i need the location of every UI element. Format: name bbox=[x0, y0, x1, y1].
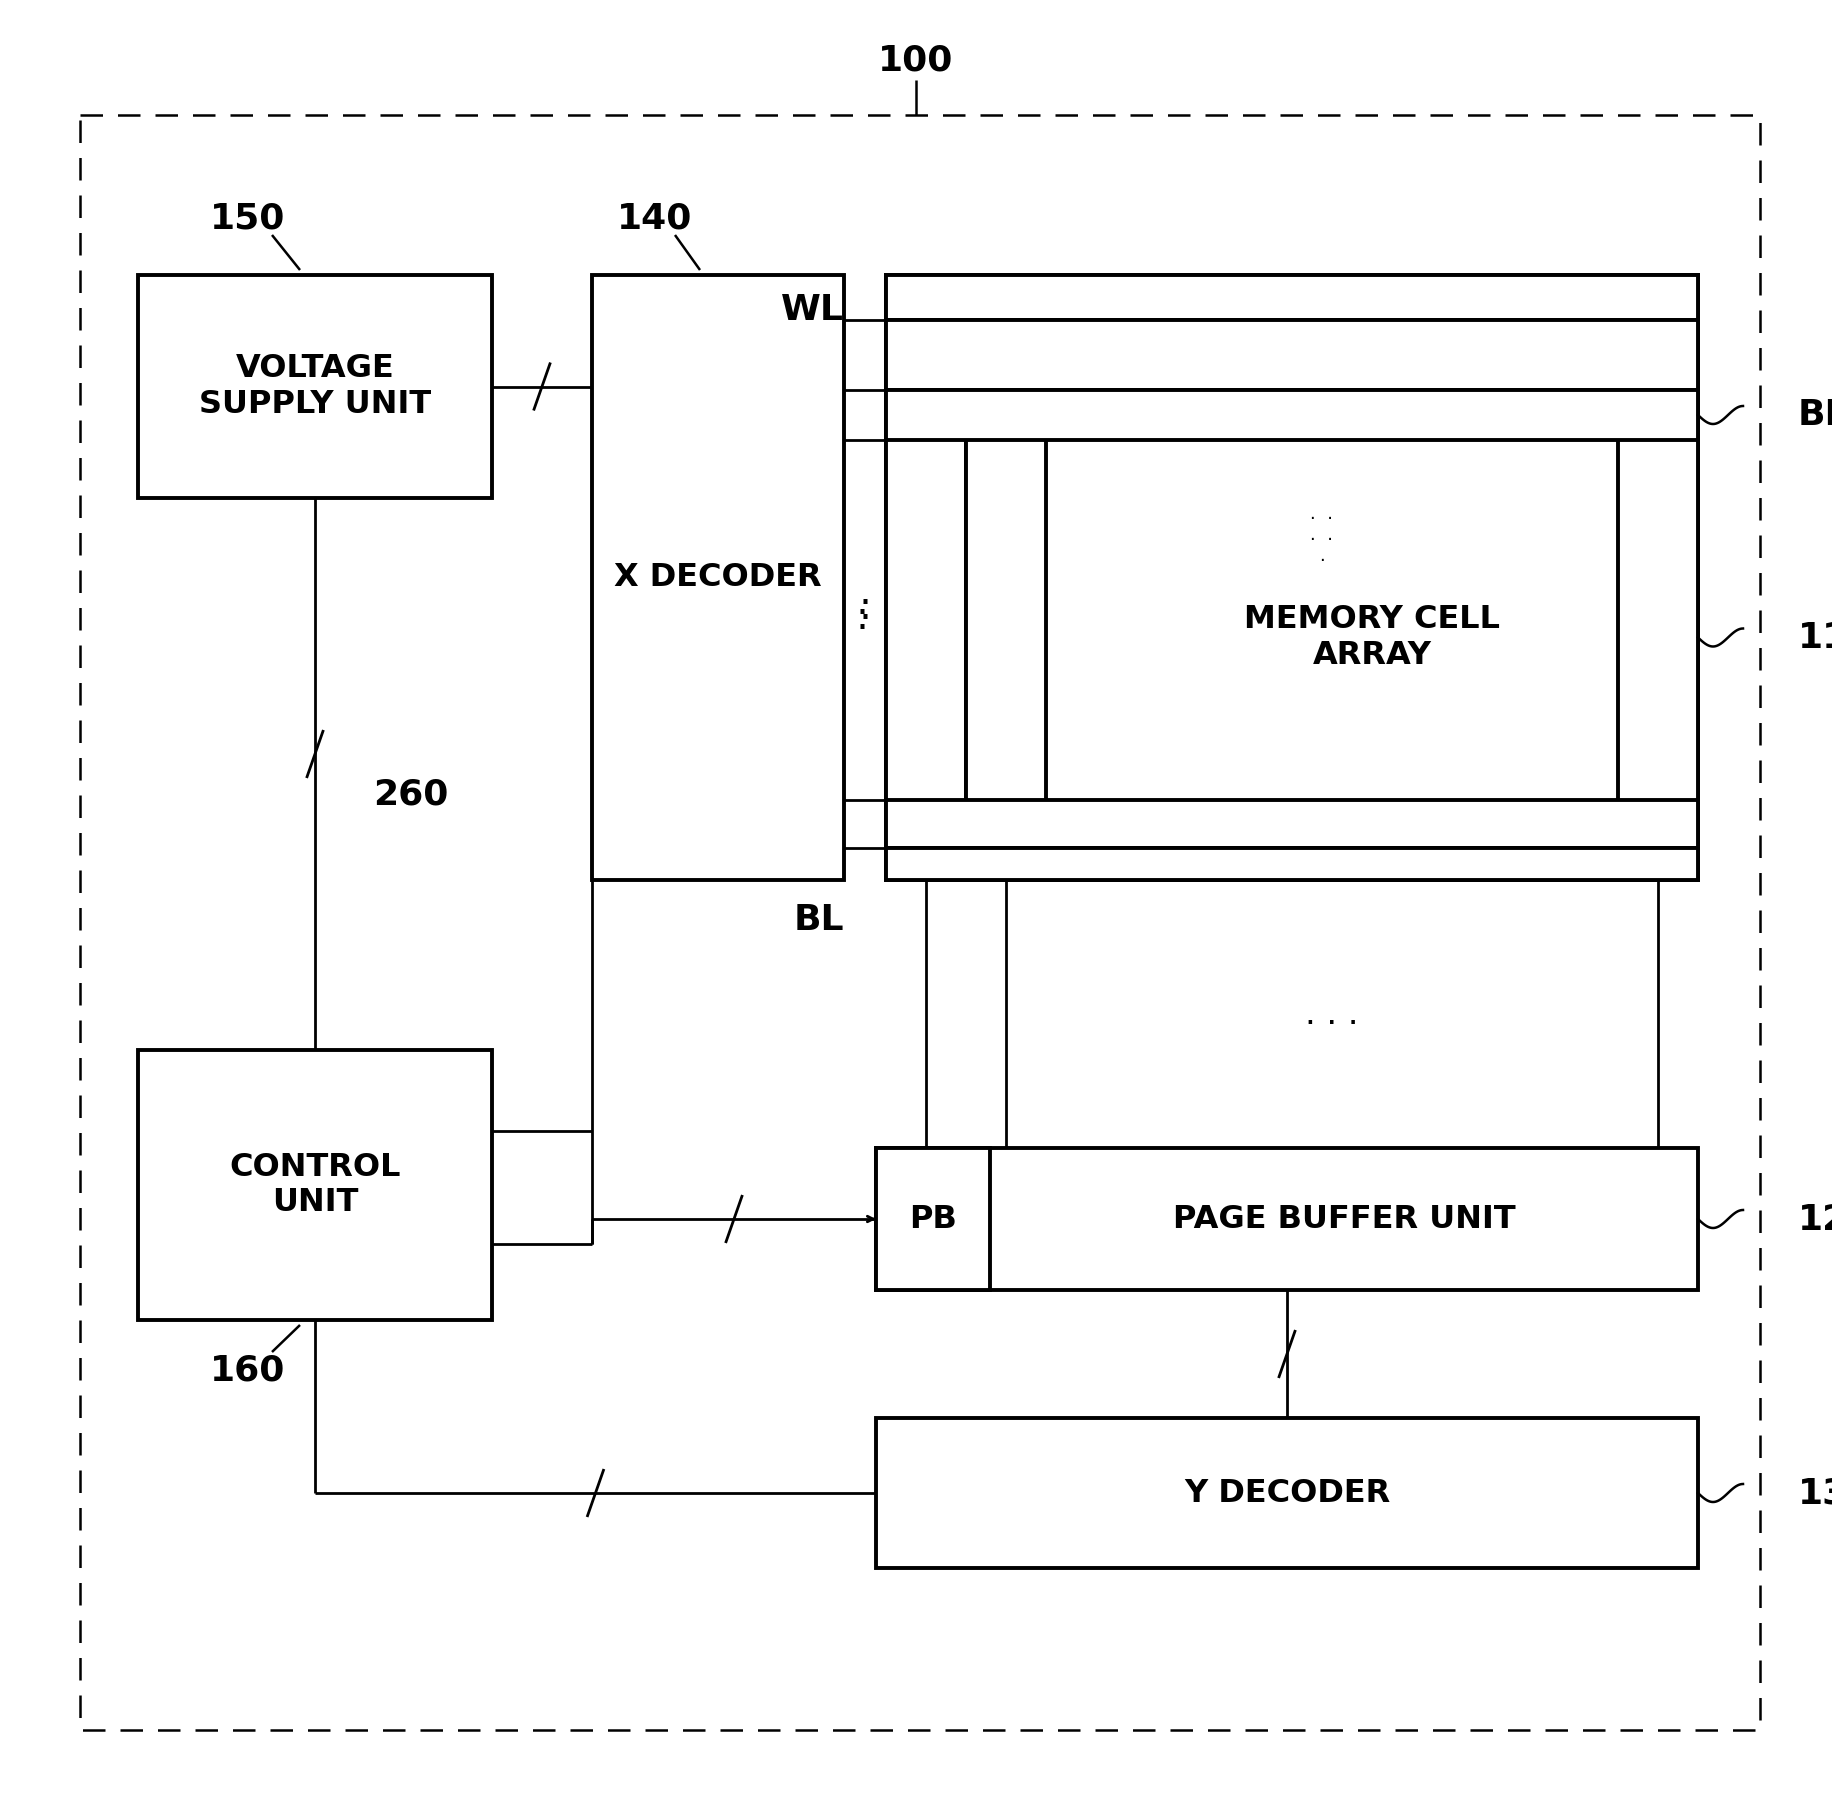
Bar bbox=[887, 391, 1698, 439]
Bar bbox=[876, 1417, 1698, 1569]
Text: 140: 140 bbox=[617, 202, 692, 234]
Text: X DECODER: X DECODER bbox=[614, 562, 823, 593]
Text: :: : bbox=[856, 598, 868, 636]
Bar bbox=[887, 321, 1698, 391]
Bar bbox=[887, 276, 1698, 881]
Text: BL: BL bbox=[793, 902, 845, 937]
Bar bbox=[965, 276, 1046, 881]
Text: 110: 110 bbox=[1797, 621, 1832, 654]
Text: :: : bbox=[859, 589, 872, 627]
Bar bbox=[137, 1050, 493, 1320]
Bar bbox=[887, 276, 965, 881]
Text: Y DECODER: Y DECODER bbox=[1183, 1477, 1390, 1509]
Text: 260: 260 bbox=[374, 776, 449, 810]
Bar bbox=[887, 276, 1698, 321]
Text: PAGE BUFFER UNIT: PAGE BUFFER UNIT bbox=[1172, 1203, 1515, 1234]
Bar bbox=[1618, 276, 1698, 881]
Bar bbox=[887, 848, 1698, 881]
Text: BK: BK bbox=[1797, 398, 1832, 432]
Text: WL: WL bbox=[780, 294, 845, 328]
Text: 130: 130 bbox=[1797, 1477, 1832, 1509]
Text: VOLTAGE
SUPPLY UNIT: VOLTAGE SUPPLY UNIT bbox=[200, 353, 431, 420]
Text: PB: PB bbox=[909, 1203, 956, 1234]
Text: 100: 100 bbox=[878, 43, 954, 77]
Bar bbox=[876, 1147, 989, 1290]
Bar bbox=[137, 276, 493, 499]
Text: ⋅  ⋅
⋅  ⋅
⋅: ⋅ ⋅ ⋅ ⋅ ⋅ bbox=[1310, 510, 1334, 569]
Text: 160: 160 bbox=[211, 1353, 286, 1387]
Text: MEMORY CELL
ARRAY: MEMORY CELL ARRAY bbox=[1244, 603, 1500, 672]
Bar bbox=[81, 115, 1761, 1731]
Bar bbox=[876, 1147, 1698, 1290]
Text: 120: 120 bbox=[1797, 1201, 1832, 1235]
Text: CONTROL
UNIT: CONTROL UNIT bbox=[229, 1151, 401, 1219]
Bar bbox=[592, 276, 845, 881]
Bar bbox=[887, 800, 1698, 848]
Text: . . .: . . . bbox=[1304, 998, 1359, 1030]
Text: 150: 150 bbox=[211, 202, 286, 234]
